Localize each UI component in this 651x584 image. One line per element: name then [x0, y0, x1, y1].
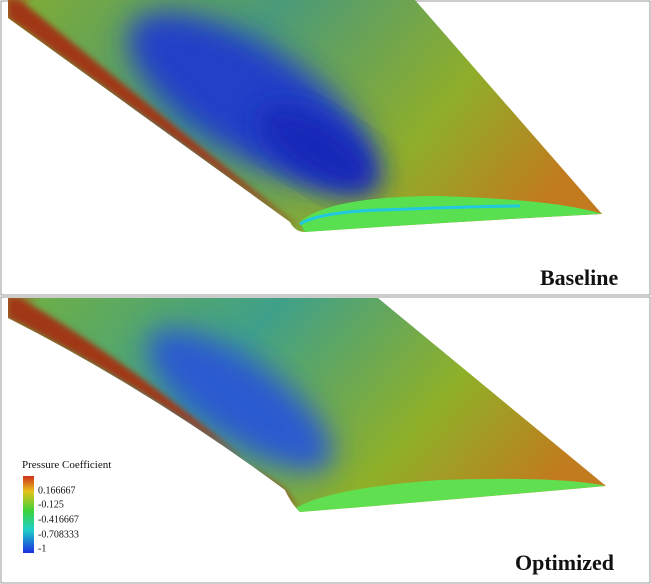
legend-label: -1: [38, 543, 46, 554]
legend-title: Pressure Coefficient: [22, 459, 111, 471]
panel-label: Optimized: [515, 550, 614, 575]
optimized-wing: [0, 298, 651, 518]
legend-label: -0.416667: [38, 514, 79, 525]
legend: Pressure Coefficient 0.166667 -0.125 -0.…: [22, 459, 111, 554]
legend-label: -0.708333: [38, 529, 79, 540]
panel-label: Baseline: [540, 265, 618, 290]
legend-label: 0.166667: [38, 485, 76, 496]
baseline-wing: [0, 0, 651, 240]
color-bar: [23, 476, 34, 553]
figure: Baseline Optimized Pressure Coefficient …: [0, 0, 651, 584]
legend-label: -0.125: [38, 499, 64, 510]
